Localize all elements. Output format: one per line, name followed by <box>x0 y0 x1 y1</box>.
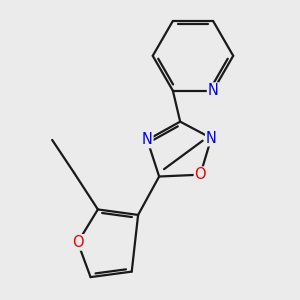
Text: O: O <box>194 167 206 182</box>
Text: O: O <box>72 235 84 250</box>
Text: N: N <box>142 132 153 147</box>
Text: N: N <box>206 130 217 146</box>
Text: N: N <box>208 83 218 98</box>
